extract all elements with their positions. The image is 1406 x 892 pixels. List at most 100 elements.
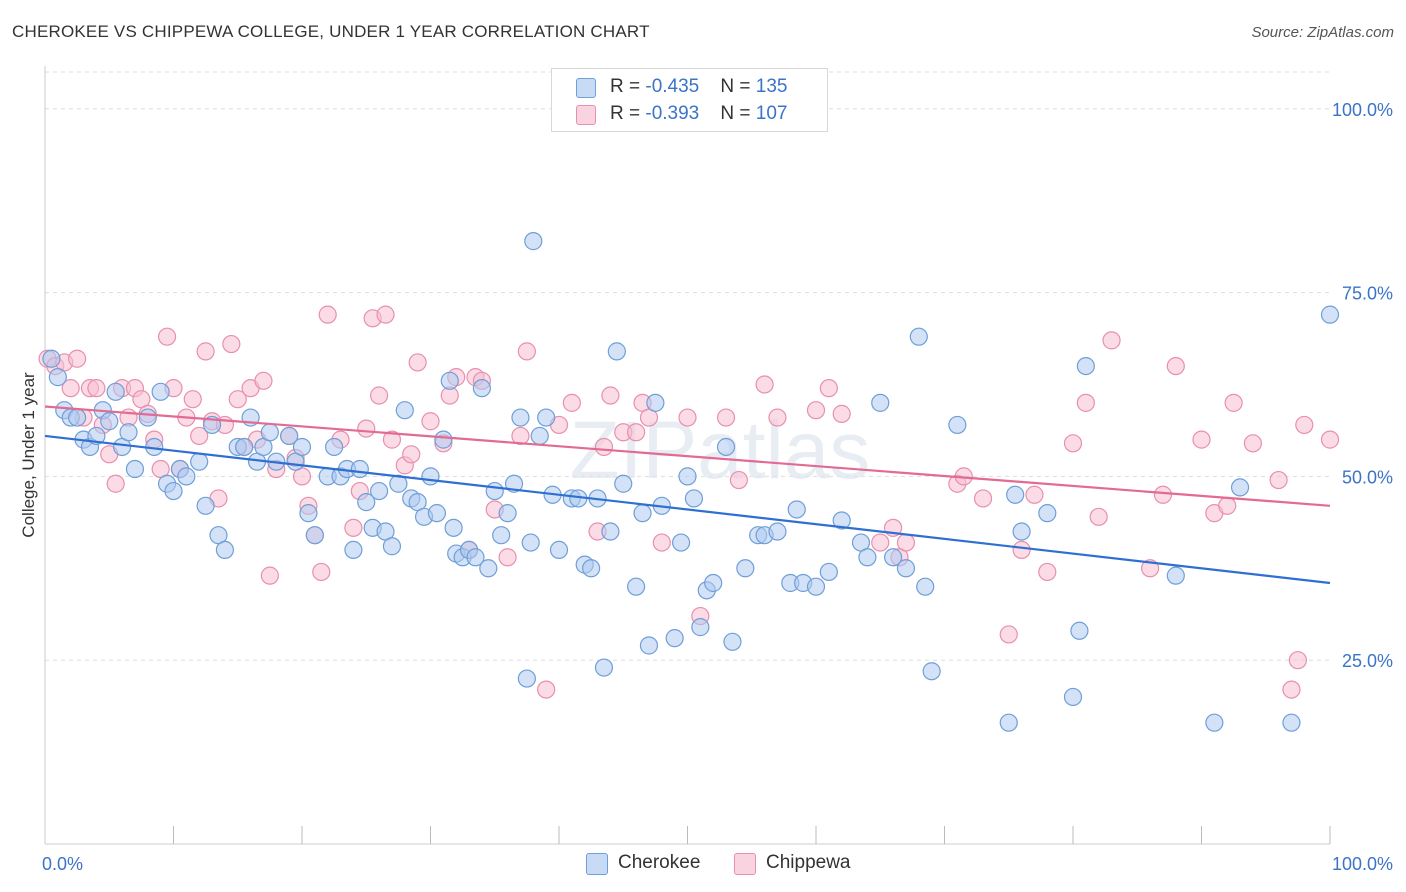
cherokee-point — [382, 537, 402, 556]
chippewa-trend-line — [44, 405, 1331, 507]
cherokee-point — [511, 408, 530, 427]
cherokee-point — [151, 382, 170, 401]
cherokee-point — [723, 632, 742, 651]
cherokee-point — [215, 540, 234, 560]
stats-legend: R = -0.435 N = 135 R = -0.393 N = 107 — [551, 68, 828, 132]
legend-r-label: R = — [610, 103, 646, 124]
chippewa-point — [1269, 470, 1288, 490]
cherokee-point — [1282, 713, 1301, 732]
cherokee-point — [190, 452, 209, 471]
chippewa-point — [678, 408, 697, 427]
chippewa-point — [562, 393, 581, 412]
cherokee-point — [530, 426, 549, 446]
y-tick-labels: 25.0% 50.0% 75.0% 100.0% — [1332, 100, 1393, 671]
cherokee-point — [305, 526, 324, 545]
y-tick-label: 25.0% — [1342, 651, 1393, 671]
cherokee-point — [427, 504, 447, 523]
cherokee-point — [684, 489, 704, 508]
chippewa-point — [511, 426, 530, 446]
chippewa-point — [601, 386, 620, 405]
chippewa-point — [222, 334, 241, 354]
cherokee-point — [832, 511, 851, 530]
cherokee-point — [1230, 478, 1250, 497]
cherokee-swatch — [576, 78, 596, 98]
chippewa-point — [190, 426, 209, 446]
cherokee-point — [1063, 687, 1083, 707]
cherokee-point — [87, 426, 106, 446]
cherokee-point — [691, 618, 710, 637]
cherokee-point — [1320, 305, 1340, 324]
cherokee-point — [806, 577, 826, 596]
chippewa-point — [1153, 485, 1173, 504]
x-tick-label-max: 100.0% — [1332, 854, 1393, 874]
chippewa-legend-label: Chippewa — [766, 852, 851, 873]
cherokee-point — [665, 629, 684, 648]
cherokee-point — [537, 408, 556, 427]
cherokee-point — [607, 342, 626, 361]
chippewa-point — [871, 533, 890, 552]
cherokee-point — [517, 669, 536, 688]
chippewa-point — [973, 489, 993, 508]
cherokee-point — [626, 577, 646, 596]
cherokee-point — [896, 559, 916, 578]
cherokee-point — [42, 349, 61, 368]
cherokee-point — [549, 540, 569, 560]
chippewa-point — [254, 371, 273, 390]
cherokee-point — [594, 658, 614, 677]
cherokee-point — [922, 662, 941, 681]
chippewa-point — [626, 423, 646, 442]
legend-r-label: R = — [610, 76, 646, 97]
source-label: Source: ZipAtlas.com — [1251, 24, 1394, 41]
cherokee-trend-line — [44, 434, 1331, 585]
chippewa-point — [1218, 496, 1237, 515]
cherokee-point — [671, 533, 691, 552]
chippewa-point — [729, 470, 749, 490]
cherokee-legend-label: Cherokee — [618, 852, 701, 873]
chippewa-point — [755, 375, 774, 394]
cherokee-point — [999, 713, 1018, 732]
cherokee-point — [704, 573, 723, 593]
cherokee-point — [196, 496, 215, 515]
chippewa-point — [1076, 393, 1095, 412]
chippewa-point — [594, 437, 614, 457]
chippewa-point — [517, 342, 536, 361]
chippewa-point — [370, 386, 389, 405]
cherokee-point — [138, 408, 157, 427]
chippewa-point — [196, 342, 215, 361]
cherokee-point — [344, 540, 363, 560]
cherokee-point — [68, 408, 87, 427]
chippewa-point — [421, 412, 440, 431]
chippewa-point — [999, 625, 1018, 644]
chippewa-point — [228, 390, 247, 409]
chippewa-point — [1102, 331, 1121, 350]
chippewa-point — [768, 408, 787, 427]
cherokee-point — [440, 371, 459, 390]
cherokee-point — [678, 467, 697, 486]
chippewa-point — [896, 533, 916, 552]
cherokee-point — [444, 518, 463, 537]
cherokee-point — [787, 500, 806, 519]
chippewa-point — [1140, 559, 1160, 578]
axes — [44, 66, 1331, 845]
chippewa-point — [1038, 562, 1057, 582]
cherokee-point — [235, 437, 254, 457]
cherokee-legend-swatch — [586, 853, 608, 875]
chippewa-point — [1320, 430, 1340, 449]
cherokee-point — [472, 379, 491, 398]
cherokee-point — [106, 382, 125, 401]
cherokee-point — [1070, 621, 1089, 640]
y-tick-label: 75.0% — [1342, 284, 1393, 304]
chippewa-point — [402, 445, 421, 464]
legend-r-value: -0.393 — [645, 103, 700, 124]
cherokee-point — [1006, 485, 1025, 504]
cherokee-point — [601, 522, 620, 541]
cherokee-point — [524, 232, 543, 251]
chippewa-point — [1063, 434, 1083, 453]
cherokee-point — [421, 467, 440, 486]
legend-n-label: N = — [720, 103, 756, 124]
chart-title: CHEROKEE VS CHIPPEWA COLLEGE, UNDER 1 YE… — [12, 22, 650, 41]
chippewa-point — [408, 353, 427, 372]
cherokee-point — [768, 522, 787, 541]
grid-lines — [45, 71, 1330, 661]
cherokee-point — [916, 577, 935, 596]
